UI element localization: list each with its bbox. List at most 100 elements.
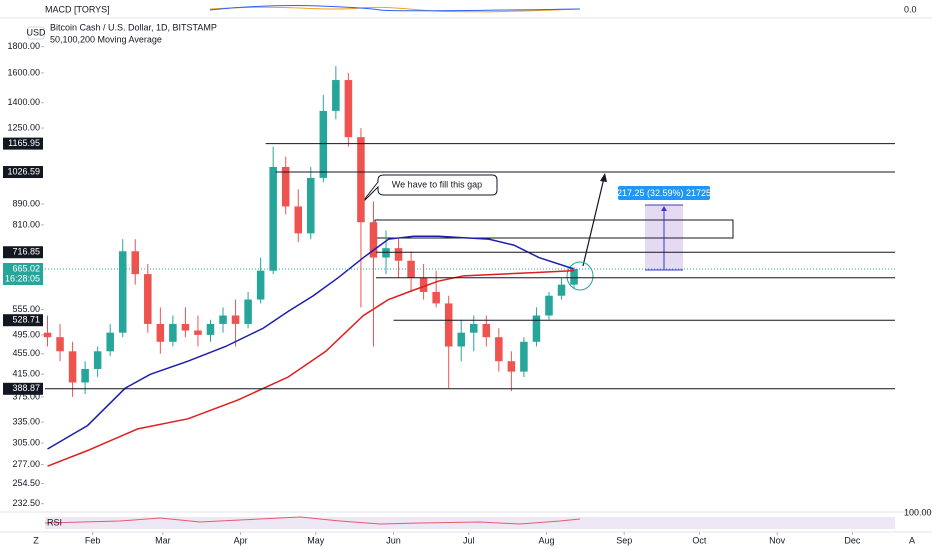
- callout-text: We have to fill this gap: [392, 179, 482, 189]
- level-label-box: [3, 382, 43, 395]
- y-tick-label: 232.50: [12, 498, 40, 508]
- level-label: 1165.95: [8, 138, 40, 148]
- plot-area: 1800.00 1600.00 1400.00 1250.00 890.00 810.00…: [3, 41, 895, 545]
- macd-signal: [209, 5, 581, 12]
- x-tick-label: Sep: [616, 535, 632, 545]
- candle-body: [256, 270, 265, 300]
- candle-body: [432, 291, 440, 304]
- highlight-ellipse: [566, 261, 594, 291]
- candle-body: [369, 222, 378, 258]
- moving-average: [47, 269, 575, 467]
- candle-body: [206, 323, 215, 335]
- candle-body: [231, 315, 240, 324]
- candle-body: [394, 248, 403, 261]
- x-tick-label: Aug: [538, 535, 554, 545]
- y-tick-label: 415.00: [12, 369, 40, 379]
- candle-body: [557, 284, 566, 296]
- level-label-box: [3, 166, 43, 179]
- measure-label-box: [618, 186, 710, 200]
- y-tick-label: 335.00: [12, 416, 40, 426]
- chart-title: Bitcoin Cash / U.S. Dollar, 1D, BITSTAMP: [50, 22, 217, 32]
- candle-body: [244, 299, 252, 324]
- indicator-tick-label: 100.00: [904, 507, 932, 517]
- x-tick-label: Mar: [155, 535, 171, 545]
- rsi-line: [44, 516, 581, 525]
- candle-body: [43, 332, 52, 338]
- y-tick-label: 555.00: [12, 304, 40, 314]
- candle-body: [457, 332, 465, 347]
- candle-body: [470, 323, 478, 333]
- candle-body: [570, 268, 578, 285]
- level-label: 388.87: [12, 383, 40, 393]
- candle-body: [357, 137, 365, 223]
- moving-average: [47, 235, 575, 450]
- y-tick-label: 810.00: [12, 219, 40, 229]
- currency-box[interactable]: [27, 26, 45, 40]
- currency: USD: [26, 27, 46, 37]
- x-tick-label: May: [307, 535, 325, 545]
- candle-body: [181, 323, 190, 331]
- candle-body: [419, 277, 428, 292]
- candle-body: [106, 332, 114, 352]
- measure-arrow-head: [661, 206, 667, 211]
- candle-body: [319, 110, 328, 178]
- level-label: 528.71: [12, 315, 40, 325]
- indicator-label: MACD [TORYS]: [45, 4, 110, 14]
- y-tick-label: 1400.00: [7, 97, 40, 107]
- candle-body: [307, 177, 315, 234]
- level-label-box: [3, 246, 43, 259]
- candle-body: [507, 361, 516, 372]
- indicator-tick-label: 0.0: [904, 4, 917, 14]
- y-tick-label: 890.00: [12, 198, 40, 208]
- y-tick-label: 1800.00: [7, 41, 40, 51]
- x-tick-label: Dec: [844, 535, 861, 545]
- y-tick-label: 1600.00: [7, 67, 40, 77]
- x-tick-label: Jul: [463, 535, 475, 545]
- y-tick-label: 495.00: [12, 329, 40, 339]
- arrow: [582, 177, 605, 267]
- candle-body: [131, 251, 140, 275]
- candle-body: [444, 303, 453, 347]
- candle-body: [68, 351, 77, 383]
- candle-body: [219, 315, 227, 324]
- last-price-label: 665.02: [12, 263, 40, 273]
- y-tick-label: 277.00: [12, 459, 40, 469]
- candle-body: [532, 315, 541, 342]
- candle-body: [520, 341, 528, 372]
- callout-box: [359, 174, 498, 206]
- candle-body: [344, 80, 353, 138]
- candle-body: [294, 206, 303, 234]
- timezone-icon[interactable]: Z: [33, 535, 39, 545]
- x-tick-label: Nov: [769, 535, 786, 545]
- level-label: 716.85: [12, 247, 40, 257]
- y-tick-label: 455.00: [12, 348, 40, 358]
- indicator-label: RSI: [47, 517, 62, 527]
- candle-body: [382, 248, 390, 258]
- y-tick-label: 305.00: [12, 437, 40, 447]
- candle-body: [156, 323, 165, 342]
- chart-subtitle: 50,100,200 Moving Average: [50, 34, 162, 44]
- x-tick-label: Jun: [386, 535, 401, 545]
- candle-body: [144, 274, 152, 324]
- candle-body: [482, 323, 491, 338]
- last-price-box: [3, 262, 43, 285]
- x-tick-label: Oct: [692, 535, 707, 545]
- candle-body: [495, 337, 503, 362]
- candle-body: [332, 80, 340, 111]
- x-tick-label: Feb: [85, 535, 101, 545]
- level-label-box: [3, 137, 43, 150]
- measure-label: 217.25 (32.59%) 21725: [617, 188, 711, 198]
- candle-body: [194, 330, 202, 335]
- level-label: 1026.59: [7, 166, 40, 176]
- candle-body: [281, 167, 290, 207]
- rsi-band: [45, 517, 895, 529]
- y-tick-label: 254.50: [12, 478, 40, 488]
- countdown-label: 16:28:05: [5, 273, 40, 283]
- candle-body: [93, 351, 102, 369]
- auto-scale-button[interactable]: A: [909, 535, 915, 545]
- y-tick-label: 1250.00: [7, 122, 40, 132]
- y-tick-label: 375.00: [12, 391, 40, 401]
- x-tick-label: Apr: [234, 535, 248, 545]
- candle-body: [169, 323, 177, 342]
